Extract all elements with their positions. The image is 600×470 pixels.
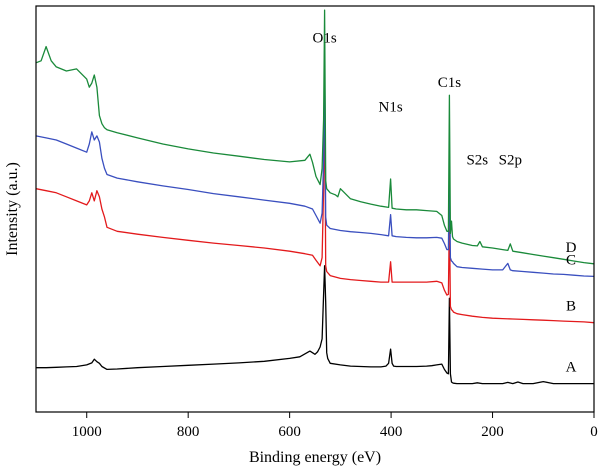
series-line-b	[35, 86, 595, 324]
plot-frame	[35, 5, 595, 413]
peak-annotations: O1s N1s C1s S2s S2p	[313, 31, 522, 169]
series-label-a: A	[566, 360, 577, 376]
x-tick-label-600: 600	[278, 424, 301, 440]
peak-label-s2s: S2s	[466, 152, 488, 168]
x-tick-label-800: 800	[177, 424, 200, 440]
x-tick-label-400: 400	[380, 424, 403, 440]
plot-series	[35, 9, 595, 385]
peak-label-c1s: C1s	[438, 75, 462, 91]
series-line-a	[36, 265, 594, 385]
y-axis-title: Intensity (a.u.)	[4, 162, 21, 256]
series-line-c	[35, 50, 595, 278]
x-axis-ticks: 1000 800 600 400 200 0	[72, 412, 598, 440]
x-tick-label-1000: 1000	[72, 424, 102, 440]
x-axis-title: Binding energy (eV)	[249, 449, 381, 466]
peak-label-o1s: O1s	[313, 31, 337, 47]
peak-label-s2p: S2p	[499, 152, 522, 168]
peak-label-n1s: N1s	[378, 100, 402, 116]
series-line-d	[35, 9, 595, 265]
x-tick-label-200: 200	[481, 424, 504, 440]
series-label-c: C	[566, 252, 576, 268]
series-label-b: B	[566, 299, 576, 315]
series-labels: A B CD	[566, 240, 577, 376]
series-label-d: D	[566, 240, 577, 256]
x-tick-label-0: 0	[590, 424, 598, 440]
